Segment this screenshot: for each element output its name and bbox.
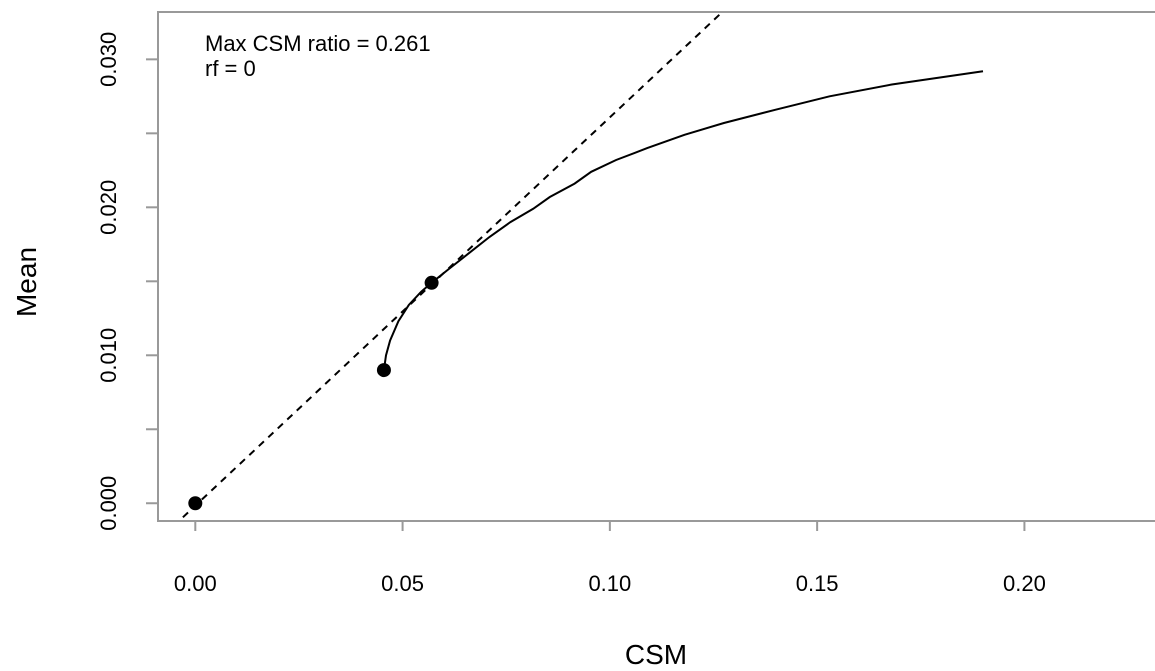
data-point [424, 275, 439, 290]
capital-market-line [182, 12, 724, 519]
max-csm-ratio-annotation: Max CSM ratio = 0.261 [205, 31, 431, 56]
y-tick-label: 0.020 [96, 180, 121, 235]
data-point [188, 496, 203, 511]
x-tick-label: 0.00 [174, 571, 217, 596]
y-axis-label: Mean [11, 247, 42, 317]
x-tick-label: 0.15 [796, 571, 839, 596]
y-axis: 0.000 0.010 0.020 0.030 [96, 32, 158, 531]
y-tick-label: 0.000 [96, 476, 121, 531]
risk-free-annotation: rf = 0 [205, 56, 256, 81]
x-tick-label: 0.20 [1003, 571, 1046, 596]
efficient-frontier-line [382, 70, 984, 371]
y-tick-label: 0.010 [96, 328, 121, 383]
x-tick-label: 0.10 [588, 571, 631, 596]
x-tick-label: 0.05 [381, 571, 424, 596]
plot-area [157, 11, 1155, 522]
y-tick-label: 0.030 [96, 32, 121, 87]
data-point [376, 363, 391, 378]
x-axis-label: CSM [625, 639, 687, 670]
x-axis: 0.00 0.05 0.10 0.15 0.20 [174, 521, 1046, 596]
plot-frame [157, 11, 1155, 522]
